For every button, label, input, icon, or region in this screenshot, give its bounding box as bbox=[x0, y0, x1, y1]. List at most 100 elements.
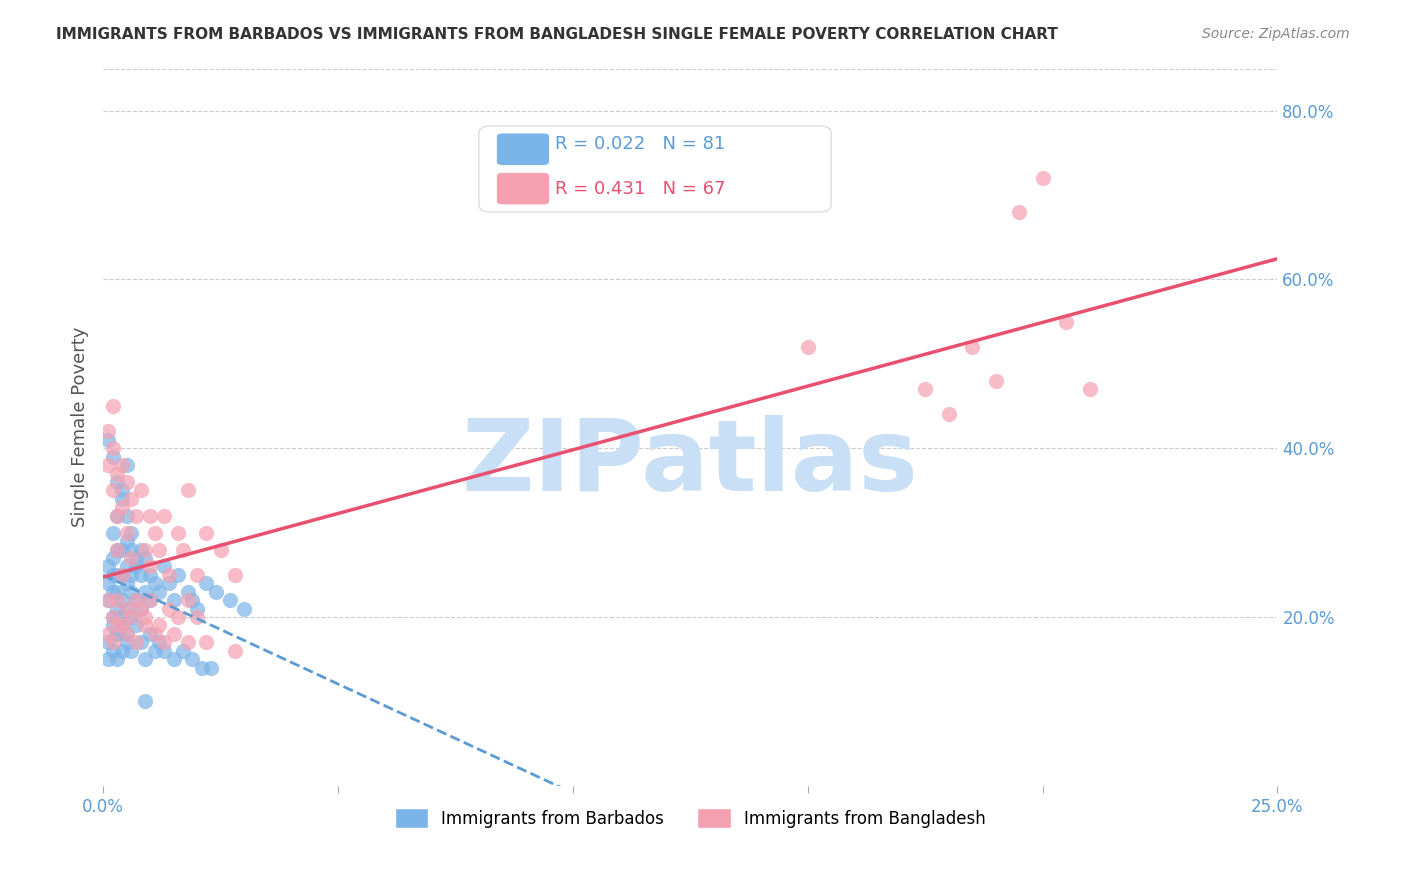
Point bbox=[172, 542, 194, 557]
Point bbox=[115, 576, 138, 591]
Point bbox=[172, 644, 194, 658]
Point bbox=[115, 458, 138, 472]
Point bbox=[115, 534, 138, 549]
Point bbox=[111, 483, 134, 498]
Point bbox=[129, 542, 152, 557]
Point bbox=[101, 584, 124, 599]
Point bbox=[101, 635, 124, 649]
Point bbox=[143, 576, 166, 591]
Point bbox=[120, 525, 142, 540]
Point bbox=[134, 610, 156, 624]
Point bbox=[134, 694, 156, 708]
Point bbox=[139, 559, 162, 574]
Point bbox=[111, 567, 134, 582]
Point bbox=[139, 508, 162, 523]
Point bbox=[111, 567, 134, 582]
FancyBboxPatch shape bbox=[496, 133, 550, 165]
Point bbox=[115, 635, 138, 649]
Point bbox=[101, 483, 124, 498]
Point bbox=[129, 567, 152, 582]
Point bbox=[186, 601, 208, 615]
Point bbox=[97, 635, 120, 649]
Point bbox=[134, 542, 156, 557]
Point bbox=[97, 627, 120, 641]
Point bbox=[105, 584, 128, 599]
Point bbox=[120, 567, 142, 582]
Point bbox=[162, 627, 184, 641]
Point bbox=[105, 475, 128, 489]
Point bbox=[176, 593, 198, 607]
Point bbox=[115, 601, 138, 615]
Point bbox=[167, 525, 190, 540]
Point bbox=[157, 576, 180, 591]
Point bbox=[153, 635, 176, 649]
Point bbox=[176, 584, 198, 599]
Point bbox=[125, 593, 148, 607]
Point bbox=[224, 644, 246, 658]
Point bbox=[97, 576, 120, 591]
Point bbox=[205, 584, 228, 599]
Point bbox=[195, 576, 218, 591]
Point bbox=[209, 542, 232, 557]
Point bbox=[125, 618, 148, 632]
Point bbox=[105, 627, 128, 641]
Point bbox=[115, 601, 138, 615]
Point bbox=[125, 508, 148, 523]
Point bbox=[1078, 382, 1101, 396]
Text: IMMIGRANTS FROM BARBADOS VS IMMIGRANTS FROM BANGLADESH SINGLE FEMALE POVERTY COR: IMMIGRANTS FROM BARBADOS VS IMMIGRANTS F… bbox=[56, 27, 1059, 42]
Point bbox=[134, 618, 156, 632]
Point bbox=[148, 584, 170, 599]
Point bbox=[157, 567, 180, 582]
Point bbox=[148, 618, 170, 632]
Point bbox=[1054, 315, 1077, 329]
Point bbox=[105, 618, 128, 632]
Point bbox=[162, 593, 184, 607]
Point bbox=[181, 593, 204, 607]
Point bbox=[111, 542, 134, 557]
Point bbox=[105, 601, 128, 615]
Point bbox=[101, 610, 124, 624]
FancyBboxPatch shape bbox=[479, 126, 831, 212]
Text: ZIPatlas: ZIPatlas bbox=[461, 415, 918, 511]
Point bbox=[129, 483, 152, 498]
Point bbox=[120, 644, 142, 658]
Point bbox=[1031, 171, 1053, 186]
Text: Source: ZipAtlas.com: Source: ZipAtlas.com bbox=[1202, 27, 1350, 41]
Point bbox=[101, 551, 124, 566]
Point bbox=[101, 525, 124, 540]
Point bbox=[97, 433, 120, 447]
Point bbox=[167, 610, 190, 624]
Point bbox=[125, 559, 148, 574]
Point bbox=[914, 382, 936, 396]
Point bbox=[129, 635, 152, 649]
Point bbox=[101, 644, 124, 658]
Point bbox=[115, 627, 138, 641]
Point bbox=[153, 508, 176, 523]
Point bbox=[139, 627, 162, 641]
Point bbox=[195, 635, 218, 649]
Point bbox=[120, 551, 142, 566]
Point bbox=[101, 610, 124, 624]
Point bbox=[148, 635, 170, 649]
Point bbox=[111, 458, 134, 472]
Point bbox=[111, 500, 134, 515]
Point bbox=[224, 567, 246, 582]
Point bbox=[105, 508, 128, 523]
Point bbox=[134, 652, 156, 666]
Point bbox=[134, 584, 156, 599]
Point bbox=[115, 627, 138, 641]
Point bbox=[129, 601, 152, 615]
Point bbox=[129, 601, 152, 615]
Point bbox=[105, 652, 128, 666]
Point bbox=[139, 593, 162, 607]
Point bbox=[111, 491, 134, 506]
Point bbox=[134, 551, 156, 566]
Point bbox=[101, 618, 124, 632]
Point bbox=[148, 542, 170, 557]
Point bbox=[101, 450, 124, 464]
Point bbox=[111, 618, 134, 632]
Point bbox=[176, 483, 198, 498]
Point bbox=[143, 627, 166, 641]
Point bbox=[105, 508, 128, 523]
Point bbox=[115, 559, 138, 574]
